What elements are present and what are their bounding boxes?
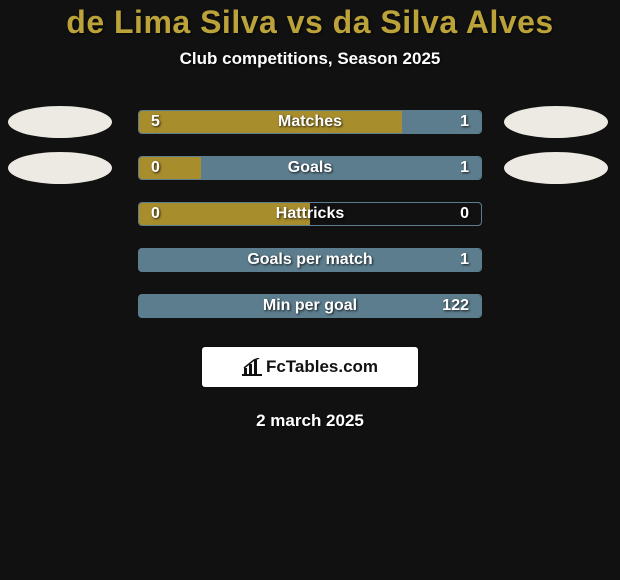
player1-token [8, 152, 112, 184]
stat-track: 5 1 Matches [138, 110, 482, 134]
player1-value: 0 [151, 205, 160, 223]
stat-label: Min per goal [263, 297, 357, 315]
player1-fill [139, 157, 201, 179]
stat-row: 122 Min per goal [0, 291, 620, 321]
player2-value: 1 [460, 159, 469, 177]
player2-fill [402, 111, 481, 133]
comparison-card: de Lima Silva vs da Silva Alves Club com… [0, 0, 620, 580]
source-badge[interactable]: FcTables.com [202, 347, 418, 387]
player2-token [504, 106, 608, 138]
stat-label: Goals [288, 159, 332, 177]
date-label: 2 march 2025 [0, 411, 620, 431]
bar-chart-icon [242, 358, 262, 376]
stat-track: 0 1 Goals [138, 156, 482, 180]
stat-track: 122 Min per goal [138, 294, 482, 318]
stat-row: 1 Goals per match [0, 245, 620, 275]
player2-value: 0 [460, 205, 469, 223]
player1-value: 0 [151, 159, 160, 177]
stat-label: Goals per match [247, 251, 372, 269]
stat-track: 0 0 Hattricks [138, 202, 482, 226]
player1-value: 5 [151, 113, 160, 131]
player2-value: 122 [442, 297, 469, 315]
player2-value: 1 [460, 113, 469, 131]
stat-row: 0 0 Hattricks [0, 199, 620, 229]
stats-list: 5 1 Matches 0 1 Goals 0 0 Hattricks 1 Goals per ma… [0, 107, 620, 321]
subtitle: Club competitions, Season 2025 [0, 49, 620, 69]
player2-fill [201, 157, 481, 179]
stat-row: 5 1 Matches [0, 107, 620, 137]
player1-token [8, 106, 112, 138]
player2-value: 1 [460, 251, 469, 269]
stat-row: 0 1 Goals [0, 153, 620, 183]
stat-label: Hattricks [276, 205, 344, 223]
player1-fill [139, 111, 402, 133]
page-title: de Lima Silva vs da Silva Alves [0, 4, 620, 41]
stat-label: Matches [278, 113, 342, 131]
player2-token [504, 152, 608, 184]
stat-track: 1 Goals per match [138, 248, 482, 272]
source-badge-label: FcTables.com [266, 357, 378, 377]
